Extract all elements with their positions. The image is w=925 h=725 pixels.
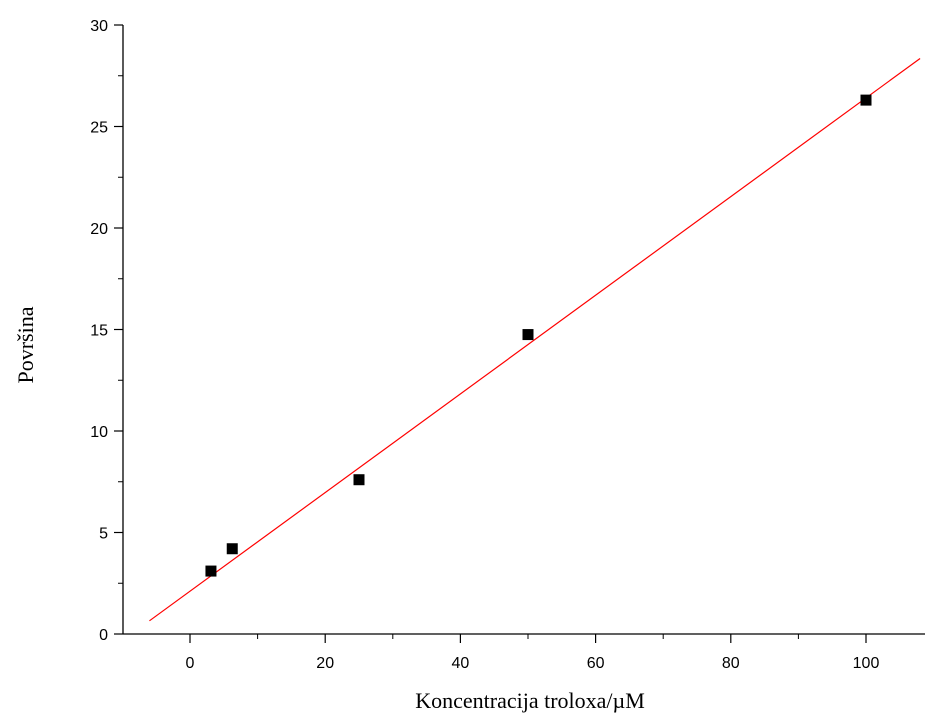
tick-layer: 0 5 10 15 20 25 30 0 20 40 60 80 100 — [90, 18, 879, 672]
data-point-marker — [353, 474, 365, 486]
data-point-marker — [226, 543, 238, 555]
data-point-marker — [522, 329, 534, 341]
fit-line-layer — [149, 58, 921, 622]
y-tick-label: 5 — [99, 526, 108, 543]
y-tick-label: 25 — [90, 120, 108, 137]
data-point-marker — [205, 565, 217, 577]
y-tick-label: 20 — [90, 221, 108, 238]
x-tick-label: 20 — [316, 655, 334, 672]
y-axis-title: Površina — [13, 306, 38, 383]
x-tick-label: 100 — [853, 655, 880, 672]
linear-fit-line — [149, 58, 921, 622]
y-tick-label: 10 — [90, 424, 108, 441]
y-tick-label: 0 — [99, 627, 108, 644]
x-axis-title: Koncentracija troloxa/µM — [415, 688, 645, 713]
axes-layer — [122, 25, 925, 635]
x-tick-label: 60 — [587, 655, 605, 672]
data-point-marker — [860, 94, 872, 106]
x-tick-label: 0 — [186, 655, 195, 672]
x-tick-label: 80 — [722, 655, 740, 672]
y-tick-label: 15 — [90, 323, 108, 340]
x-tick-label: 40 — [452, 655, 470, 672]
y-tick-label: 30 — [90, 18, 108, 35]
data-points-layer — [205, 94, 872, 577]
